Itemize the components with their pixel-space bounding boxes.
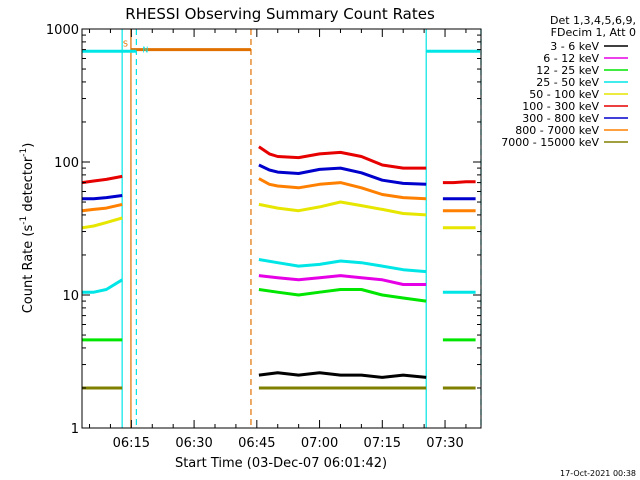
x-axis-label: Start Time (03-Dec-07 06:01:42)	[175, 456, 387, 471]
series-line	[81, 216, 123, 230]
series-line	[81, 202, 123, 213]
x-tick-label: 07:30	[426, 436, 463, 451]
series-line	[258, 200, 427, 217]
legend-label: 800 - 7000 keV	[515, 124, 599, 137]
x-tick-label: 06:15	[113, 436, 150, 451]
plot-frame	[81, 28, 482, 429]
series-line	[81, 174, 123, 185]
legend-header: FDecim 1, Att 0	[551, 26, 636, 39]
legend-label: 300 - 800 keV	[522, 112, 599, 125]
timestamp: 17-Oct-2021 00:38	[560, 469, 636, 478]
legend: Det 1,3,4,5,6,9,FDecim 1, Att 03 - 6 keV…	[501, 14, 636, 149]
chart-title: RHESSI Observing Summary Count Rates	[125, 5, 435, 23]
x-axis: 06:15 06:30 06:45 07:00 07:15 07:30	[89, 29, 467, 451]
series-line	[82, 278, 123, 294]
series-line	[442, 180, 476, 185]
legend-header: Det 1,3,4,5,6,9,	[550, 14, 636, 27]
series-line	[258, 177, 427, 201]
legend-label: 100 - 300 keV	[522, 100, 599, 113]
series-line	[258, 288, 427, 303]
series-line	[258, 258, 427, 274]
series-line	[258, 274, 427, 286]
legend-label: 25 - 50 keV	[536, 76, 599, 89]
legend-label: 6 - 12 keV	[543, 52, 599, 65]
y-axis: 1 10 100 1000	[46, 23, 481, 437]
x-tick-label: 06:30	[175, 436, 212, 451]
x-tick-label: 06:45	[238, 436, 275, 451]
x-tick-label: 07:00	[301, 436, 338, 451]
y-axis-label: Count Rate (s-1 detector-1)	[19, 143, 36, 314]
legend-label: 3 - 6 keV	[550, 40, 599, 53]
flag-bars: SN	[82, 40, 480, 54]
y-tick-label: 100	[54, 156, 79, 171]
series-line	[82, 194, 123, 201]
legend-label: 50 - 100 keV	[529, 88, 599, 101]
y-tick-label: 1000	[46, 23, 79, 38]
legend-label: 12 - 25 keV	[536, 64, 599, 77]
series-group	[81, 145, 476, 390]
legend-label: 7000 - 15000 keV	[501, 136, 599, 149]
y-tick-label: 1	[71, 422, 79, 437]
y-tick-label: 10	[62, 289, 79, 304]
series-line	[258, 371, 427, 379]
series-line	[258, 163, 427, 186]
x-tick-label: 07:15	[364, 436, 401, 451]
series-line	[258, 145, 427, 170]
flag-label: N	[142, 45, 148, 54]
flag-label: S	[123, 40, 128, 49]
